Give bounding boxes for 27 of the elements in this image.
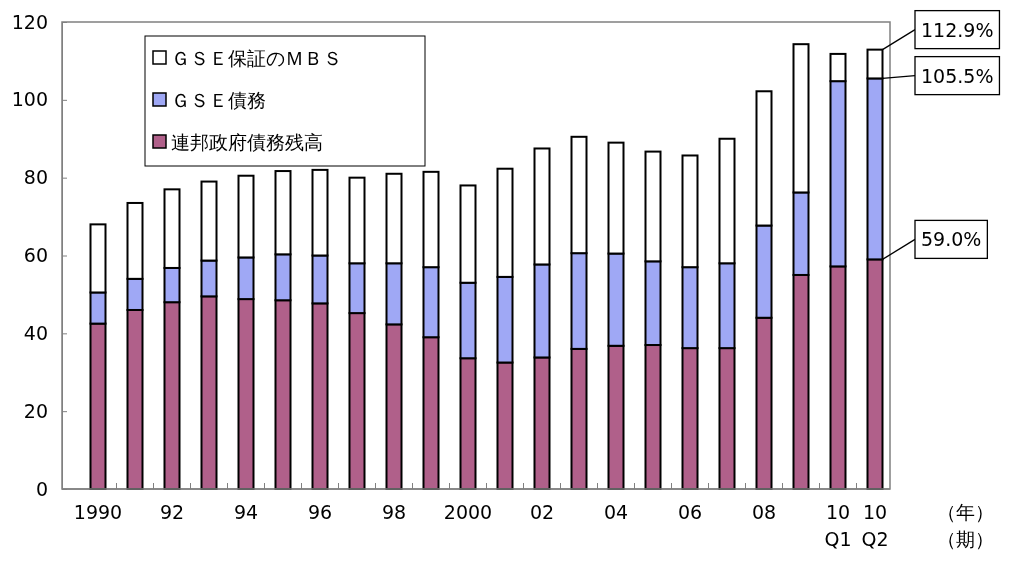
legend-label: 連邦政府債務残高 — [171, 131, 323, 153]
text: （期） — [936, 528, 994, 550]
y-tick-label: 40 — [23, 321, 48, 344]
x-tick-label: 2000 — [443, 501, 493, 523]
annotation: 105.5% — [921, 64, 994, 87]
y-tick-label: 100 — [11, 88, 48, 111]
text: （年） — [936, 501, 994, 523]
annotation: 59.0% — [921, 228, 982, 251]
x-tick-label: 04 — [603, 501, 629, 523]
x-tick-label: 08 — [751, 501, 777, 523]
x-tick-label: 10 Q2 — [861, 501, 889, 550]
x-tick-label: 92 — [159, 501, 185, 523]
y-tick-label: 80 — [23, 166, 48, 189]
y-tick-label: 60 — [23, 244, 48, 267]
x-tick-label: 98 — [381, 501, 407, 523]
x-tick-label: 1990 — [73, 501, 123, 523]
y-tick-label: 20 — [23, 399, 48, 422]
y-tick-label: 120 — [11, 10, 48, 33]
x-tick-label: 10 Q1 — [824, 501, 852, 550]
x-tick-label: 94 — [233, 501, 259, 523]
legend-label: ＧＳＥ債務 — [171, 89, 266, 111]
x-tick-label: 02 — [529, 501, 555, 523]
legend-label: ＧＳＥ保証のＭＢＳ — [171, 47, 342, 69]
annotation: 112.9% — [921, 18, 994, 41]
y-tick-label: 0 — [35, 477, 48, 500]
x-tick-label: 96 — [307, 501, 333, 523]
x-tick-label: 06 — [677, 501, 703, 523]
